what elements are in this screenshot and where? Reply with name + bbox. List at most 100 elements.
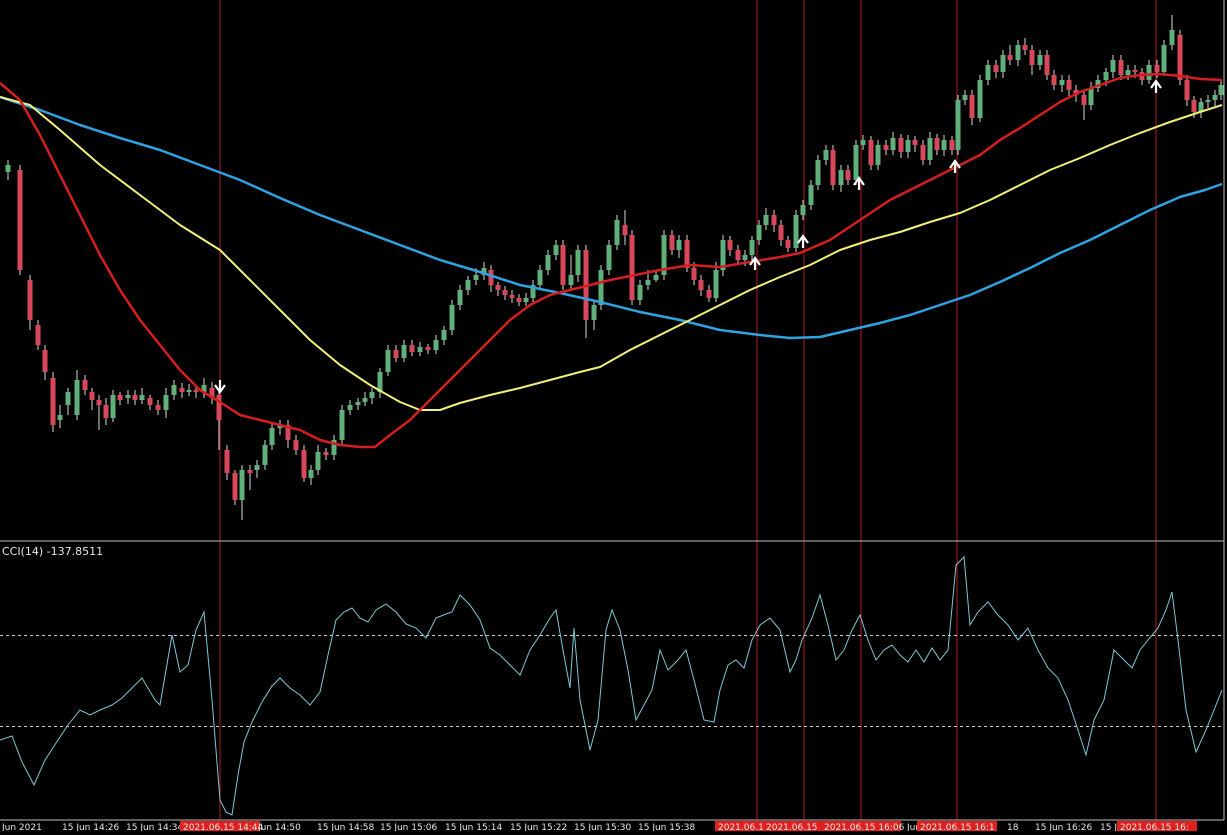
time-axis: Jun 2021 15 Jun 14:26 15 Jun 14:34 2021.06.…: [1, 821, 1197, 833]
candle-body-50: [393, 350, 399, 358]
candle-body-28: [224, 450, 230, 473]
candle-body-78: [606, 245, 612, 270]
candle-body-36: [285, 425, 291, 440]
candle-body-106: [815, 160, 821, 185]
candle-body-102: [785, 240, 791, 248]
candle-body-59: [465, 280, 471, 290]
candle-body-134: [1022, 45, 1028, 50]
candle-body-56: [441, 330, 447, 340]
candle-body-138: [1051, 75, 1057, 85]
candle-body-26: [209, 388, 215, 398]
time-label-4: Jun 14:50: [257, 823, 301, 831]
candle-body-21: [171, 385, 177, 395]
time-label-13: 2021.06.15 16:06: [824, 823, 905, 831]
candle-body-121: [927, 138, 933, 160]
time-label-5: 15 Jun 14:58: [317, 823, 374, 831]
candle-body-112: [860, 140, 866, 145]
candle-body-135: [1029, 50, 1035, 65]
candle-body-55: [433, 340, 439, 350]
candle-body-0: [5, 165, 11, 172]
candle-body-22: [179, 388, 185, 392]
time-label-2: 15 Jun 14:34: [126, 823, 183, 831]
candle-body-140: [1066, 80, 1072, 90]
candle-body-19: [155, 405, 161, 410]
candle-body-1: [17, 170, 23, 270]
candle-body-131: [1000, 55, 1006, 72]
ma-slow-line: [0, 95, 1223, 340]
time-label-highlight-3: [180, 821, 260, 831]
candle-body-80: [622, 225, 628, 235]
signal-arrow-up-5: [1150, 79, 1162, 93]
candle-body-114: [875, 145, 881, 165]
candle-body-51: [401, 345, 407, 358]
candle-body-155: [1177, 35, 1183, 80]
candle-body-3: [35, 325, 41, 345]
candle-body-154: [1169, 30, 1175, 45]
candle-body-156: [1184, 80, 1190, 100]
candle-body-113: [868, 140, 874, 165]
candle-body-68: [530, 285, 536, 298]
signal-arrow-up-4: [949, 159, 961, 173]
candle-body-2: [27, 280, 33, 320]
candle-body-143: [1088, 88, 1094, 105]
time-label-highlight-19: [1117, 821, 1197, 831]
candle-body-5: [50, 378, 56, 425]
candle-body-33: [262, 445, 268, 465]
candle-body-63: [495, 285, 501, 290]
candle-body-32: [254, 465, 260, 470]
candle-body-25: [201, 385, 207, 392]
candle-body-61: [481, 268, 487, 275]
candle-body-161: [1218, 85, 1224, 95]
time-label-1: 15 Jun 14:26: [62, 823, 119, 831]
time-label-16: 18: [1007, 823, 1019, 831]
candle-body-34: [269, 428, 275, 445]
time-label-highlight-11: [715, 821, 776, 831]
candle-body-123: [941, 140, 947, 150]
candle-body-30: [239, 470, 245, 500]
candle-body-98: [756, 225, 762, 240]
time-label-7: 15 Jun 15:14: [445, 823, 502, 831]
candle-body-45: [355, 402, 361, 405]
candle-body-100: [771, 215, 777, 225]
candle-body-99: [763, 215, 769, 225]
candle-body-157: [1191, 100, 1197, 112]
time-label-0: Jun 2021: [1, 823, 42, 831]
candle-body-12: [103, 405, 109, 418]
candle-body-149: [1132, 70, 1138, 72]
candle-body-91: [706, 290, 712, 298]
candle-body-103: [793, 215, 799, 248]
candle-body-48: [377, 372, 383, 392]
candle-body-97: [749, 240, 755, 255]
time-label-3: 2021.06.15 14:44: [183, 823, 264, 831]
candle-body-83: [645, 280, 651, 285]
candle-body-136: [1037, 55, 1043, 65]
ma-mid-line: [0, 96, 1223, 411]
candle-body-90: [698, 280, 704, 290]
candle-body-85: [661, 235, 667, 275]
candle-body-87: [676, 240, 682, 250]
candle-body-111: [853, 145, 859, 180]
candle-body-151: [1146, 65, 1152, 80]
candle-body-24: [193, 390, 199, 392]
candle-body-18: [147, 398, 153, 405]
candle-body-39: [308, 470, 314, 478]
candle-body-141: [1073, 90, 1079, 95]
candle-body-17: [139, 395, 145, 400]
signal-arrow-down-0: [214, 380, 226, 394]
candle-body-84: [653, 275, 659, 280]
candle-body-31: [247, 470, 253, 473]
candle-body-101: [778, 225, 784, 240]
candle-body-71: [553, 245, 559, 255]
candle-body-58: [457, 290, 463, 305]
candle-body-81: [629, 235, 635, 300]
candle-body-153: [1161, 45, 1167, 72]
candle-body-120: [920, 145, 926, 160]
candle-body-29: [232, 473, 238, 500]
candle-body-124: [949, 140, 955, 150]
time-label-11: 2021.06.1: [718, 823, 764, 831]
candle-body-159: [1205, 100, 1211, 102]
candle-body-79: [614, 220, 620, 245]
